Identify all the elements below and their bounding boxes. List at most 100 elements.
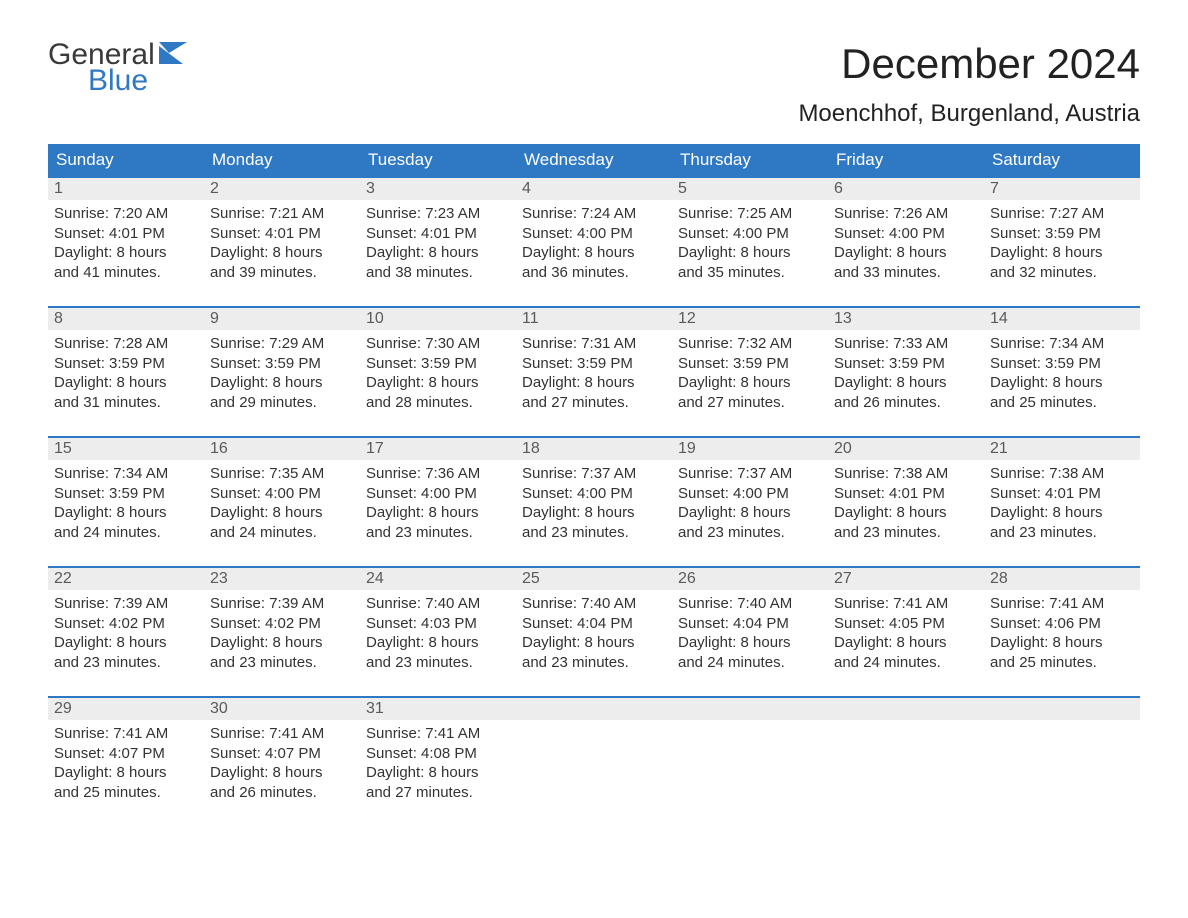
weekday-header: Tuesday [360, 144, 516, 176]
location: Moenchhof, Burgenland, Austria [798, 100, 1140, 128]
daylight-line-2: and 23 minutes. [522, 523, 666, 543]
day-body: Sunrise: 7:37 AMSunset: 4:00 PMDaylight:… [672, 460, 828, 548]
sunset-line: Sunset: 3:59 PM [834, 354, 978, 374]
sunset-line: Sunset: 4:01 PM [834, 484, 978, 504]
sunrise-line: Sunrise: 7:41 AM [210, 724, 354, 744]
daylight-line-1: Daylight: 8 hours [366, 633, 510, 653]
sunset-line: Sunset: 4:00 PM [678, 484, 822, 504]
sunset-line: Sunset: 4:05 PM [834, 614, 978, 634]
day-cell: 10Sunrise: 7:30 AMSunset: 3:59 PMDayligh… [360, 308, 516, 418]
sunrise-line: Sunrise: 7:34 AM [54, 464, 198, 484]
day-number: 26 [672, 568, 828, 590]
week-row: 22Sunrise: 7:39 AMSunset: 4:02 PMDayligh… [48, 566, 1140, 678]
daylight-line-1: Daylight: 8 hours [834, 373, 978, 393]
daylight-line-2: and 24 minutes. [54, 523, 198, 543]
daylight-line-2: and 32 minutes. [990, 263, 1134, 283]
daylight-line-1: Daylight: 8 hours [210, 243, 354, 263]
daylight-line-2: and 23 minutes. [210, 653, 354, 673]
week-row: 29Sunrise: 7:41 AMSunset: 4:07 PMDayligh… [48, 696, 1140, 808]
day-body: Sunrise: 7:41 AMSunset: 4:07 PMDaylight:… [48, 720, 204, 808]
sunset-line: Sunset: 4:07 PM [54, 744, 198, 764]
daylight-line-2: and 26 minutes. [210, 783, 354, 803]
daylight-line-1: Daylight: 8 hours [54, 763, 198, 783]
sunrise-line: Sunrise: 7:41 AM [366, 724, 510, 744]
daylight-line-2: and 24 minutes. [834, 653, 978, 673]
day-body: Sunrise: 7:31 AMSunset: 3:59 PMDaylight:… [516, 330, 672, 418]
sunrise-line: Sunrise: 7:28 AM [54, 334, 198, 354]
sunset-line: Sunset: 4:07 PM [210, 744, 354, 764]
day-cell: 24Sunrise: 7:40 AMSunset: 4:03 PMDayligh… [360, 568, 516, 678]
daylight-line-1: Daylight: 8 hours [366, 373, 510, 393]
day-number: 10 [360, 308, 516, 330]
sunset-line: Sunset: 4:01 PM [210, 224, 354, 244]
day-number: 22 [48, 568, 204, 590]
day-cell: 3Sunrise: 7:23 AMSunset: 4:01 PMDaylight… [360, 178, 516, 288]
sunset-line: Sunset: 4:00 PM [522, 224, 666, 244]
day-cell: 25Sunrise: 7:40 AMSunset: 4:04 PMDayligh… [516, 568, 672, 678]
sunrise-line: Sunrise: 7:41 AM [54, 724, 198, 744]
day-number: 16 [204, 438, 360, 460]
day-body: Sunrise: 7:39 AMSunset: 4:02 PMDaylight:… [48, 590, 204, 678]
daylight-line-2: and 23 minutes. [678, 523, 822, 543]
sunset-line: Sunset: 4:06 PM [990, 614, 1134, 634]
daylight-line-2: and 35 minutes. [678, 263, 822, 283]
day-body: Sunrise: 7:26 AMSunset: 4:00 PMDaylight:… [828, 200, 984, 288]
daylight-line-2: and 26 minutes. [834, 393, 978, 413]
day-body: Sunrise: 7:41 AMSunset: 4:07 PMDaylight:… [204, 720, 360, 808]
sunrise-line: Sunrise: 7:21 AM [210, 204, 354, 224]
daylight-line-1: Daylight: 8 hours [678, 633, 822, 653]
daylight-line-1: Daylight: 8 hours [210, 763, 354, 783]
day-cell: 22Sunrise: 7:39 AMSunset: 4:02 PMDayligh… [48, 568, 204, 678]
sunset-line: Sunset: 3:59 PM [990, 354, 1134, 374]
day-cell: 18Sunrise: 7:37 AMSunset: 4:00 PMDayligh… [516, 438, 672, 548]
day-body: Sunrise: 7:39 AMSunset: 4:02 PMDaylight:… [204, 590, 360, 678]
weekday-header: Saturday [984, 144, 1140, 176]
day-body: Sunrise: 7:34 AMSunset: 3:59 PMDaylight:… [984, 330, 1140, 418]
sunset-line: Sunset: 4:01 PM [54, 224, 198, 244]
daylight-line-1: Daylight: 8 hours [54, 243, 198, 263]
day-number: 15 [48, 438, 204, 460]
daylight-line-1: Daylight: 8 hours [834, 503, 978, 523]
sunset-line: Sunset: 4:00 PM [678, 224, 822, 244]
day-number: 21 [984, 438, 1140, 460]
day-cell: 12Sunrise: 7:32 AMSunset: 3:59 PMDayligh… [672, 308, 828, 418]
sunset-line: Sunset: 4:01 PM [990, 484, 1134, 504]
daylight-line-2: and 27 minutes. [522, 393, 666, 413]
daylight-line-2: and 29 minutes. [210, 393, 354, 413]
day-cell: 5Sunrise: 7:25 AMSunset: 4:00 PMDaylight… [672, 178, 828, 288]
daylight-line-2: and 23 minutes. [366, 653, 510, 673]
daylight-line-1: Daylight: 8 hours [522, 503, 666, 523]
sunset-line: Sunset: 4:03 PM [366, 614, 510, 634]
sunrise-line: Sunrise: 7:37 AM [522, 464, 666, 484]
sunset-line: Sunset: 4:01 PM [366, 224, 510, 244]
daylight-line-2: and 38 minutes. [366, 263, 510, 283]
day-number: 1 [48, 178, 204, 200]
day-number: 18 [516, 438, 672, 460]
sunset-line: Sunset: 4:08 PM [366, 744, 510, 764]
weeks-container: 1Sunrise: 7:20 AMSunset: 4:01 PMDaylight… [48, 176, 1140, 808]
month-title: December 2024 [798, 40, 1140, 88]
day-cell: 8Sunrise: 7:28 AMSunset: 3:59 PMDaylight… [48, 308, 204, 418]
daylight-line-2: and 24 minutes. [210, 523, 354, 543]
daylight-line-1: Daylight: 8 hours [522, 633, 666, 653]
week-row: 15Sunrise: 7:34 AMSunset: 3:59 PMDayligh… [48, 436, 1140, 548]
day-body: Sunrise: 7:40 AMSunset: 4:04 PMDaylight:… [516, 590, 672, 678]
day-body: Sunrise: 7:40 AMSunset: 4:03 PMDaylight:… [360, 590, 516, 678]
day-number: 17 [360, 438, 516, 460]
day-cell [984, 698, 1140, 808]
day-body: Sunrise: 7:32 AMSunset: 3:59 PMDaylight:… [672, 330, 828, 418]
day-number: 3 [360, 178, 516, 200]
day-number [828, 698, 984, 720]
daylight-line-1: Daylight: 8 hours [990, 633, 1134, 653]
day-cell: 20Sunrise: 7:38 AMSunset: 4:01 PMDayligh… [828, 438, 984, 548]
daylight-line-1: Daylight: 8 hours [366, 763, 510, 783]
sunrise-line: Sunrise: 7:31 AM [522, 334, 666, 354]
sunset-line: Sunset: 3:59 PM [990, 224, 1134, 244]
sunrise-line: Sunrise: 7:27 AM [990, 204, 1134, 224]
day-body: Sunrise: 7:41 AMSunset: 4:06 PMDaylight:… [984, 590, 1140, 678]
sunrise-line: Sunrise: 7:30 AM [366, 334, 510, 354]
day-number: 25 [516, 568, 672, 590]
daylight-line-1: Daylight: 8 hours [990, 243, 1134, 263]
day-body: Sunrise: 7:29 AMSunset: 3:59 PMDaylight:… [204, 330, 360, 418]
day-body: Sunrise: 7:21 AMSunset: 4:01 PMDaylight:… [204, 200, 360, 288]
